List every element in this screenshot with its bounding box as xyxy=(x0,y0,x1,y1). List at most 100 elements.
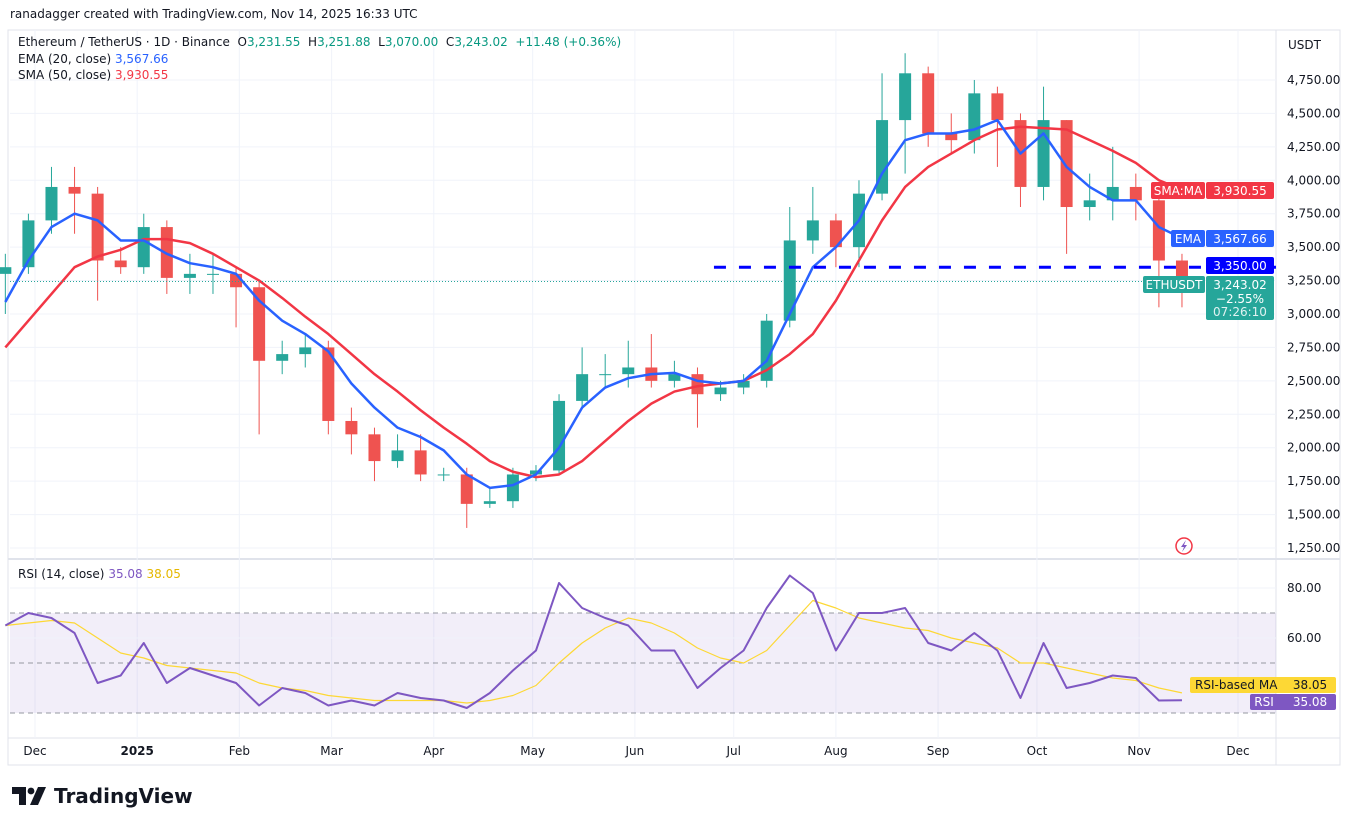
candle-body xyxy=(829,220,842,248)
candle xyxy=(183,253,196,294)
candle-body xyxy=(1152,200,1165,261)
candle-body xyxy=(1129,186,1142,201)
candle-body xyxy=(553,400,566,471)
candle-body xyxy=(945,133,958,141)
change-value: +11.48 (+0.36%) xyxy=(515,35,622,49)
candle-body xyxy=(1106,186,1119,201)
candle-body xyxy=(460,474,473,504)
candle-body xyxy=(253,287,266,361)
open-label: O xyxy=(237,35,247,49)
ema-tag-box xyxy=(1206,230,1274,247)
candle-body xyxy=(137,227,150,268)
candle-body xyxy=(368,434,381,462)
price-tick-label: 4,750.00 xyxy=(1287,73,1340,87)
tradingview-logo-text: TradingView xyxy=(54,784,193,808)
tradingview-logo-icon xyxy=(12,787,46,805)
candle xyxy=(1106,146,1119,221)
sma-tag: 3,930.55 SMA:MA xyxy=(1151,182,1274,199)
candle-body xyxy=(599,374,612,376)
rsi-ma-line xyxy=(5,599,1183,704)
ema-label: EMA (20, close) xyxy=(18,51,112,66)
candle-body xyxy=(691,374,704,395)
candle-body xyxy=(1060,120,1073,208)
candle xyxy=(206,253,219,294)
candle xyxy=(553,394,566,475)
candle xyxy=(760,313,773,388)
candle xyxy=(483,487,496,508)
price-tag-box xyxy=(1206,276,1274,320)
high-value: 3,251.88 xyxy=(317,35,371,49)
sma-tag-name-box xyxy=(1151,182,1205,199)
price-tick-label: 3,250.00 xyxy=(1287,274,1340,288)
symbol-title[interactable]: Ethereum / TetherUS · 1D · Binance xyxy=(18,35,230,49)
price-tick-label: 1,500.00 xyxy=(1287,508,1340,522)
ema-tag: 3,567.66 EMA xyxy=(1171,230,1274,247)
candle xyxy=(645,334,658,388)
candle xyxy=(253,280,266,435)
price-tick-label: 2,250.00 xyxy=(1287,407,1340,421)
sma-tag-value: 3,930.55 xyxy=(1213,184,1266,198)
tradingview-logo[interactable]: TradingView xyxy=(12,784,193,808)
candle xyxy=(276,340,289,375)
high-label: H xyxy=(308,35,318,49)
rsi-legend[interactable]: RSI (14, close) 35.08 38.05 xyxy=(18,567,181,581)
candle xyxy=(460,467,473,528)
rsi-ma-tag-value: 38.05 xyxy=(1293,678,1327,692)
candle xyxy=(691,367,704,428)
level-tag-value: 3,350.00 xyxy=(1213,259,1266,273)
candle-body xyxy=(68,186,81,194)
sma-tag-name: SMA:MA xyxy=(1154,184,1203,198)
low-label: L xyxy=(378,35,385,49)
time-tick-label: Sep xyxy=(927,744,950,758)
candle xyxy=(414,434,427,482)
ema-legend-row[interactable]: EMA (20, close) 3,567.66 xyxy=(18,51,621,68)
price-tag-name: ETHUSDT xyxy=(1146,278,1204,292)
candle xyxy=(230,267,243,328)
price-tick-label: 4,500.00 xyxy=(1287,106,1340,120)
chart-credit: ranadagger created with TradingView.com,… xyxy=(10,7,418,21)
time-tick-label: Jun xyxy=(624,744,644,758)
ema-line xyxy=(4,118,1183,490)
candle-body xyxy=(991,93,1004,121)
candle-body xyxy=(183,273,196,278)
candle xyxy=(1037,86,1050,201)
candle-body xyxy=(529,470,542,475)
candle-body xyxy=(968,93,981,141)
chart-frame xyxy=(7,29,1341,766)
lightning-icon-circle xyxy=(1175,537,1193,555)
candle xyxy=(668,360,681,388)
candle-body xyxy=(345,420,358,435)
candle xyxy=(345,407,358,455)
candle xyxy=(506,467,519,508)
candle xyxy=(1060,120,1073,254)
rsi-ma-tag-box xyxy=(1190,677,1336,693)
candle-body xyxy=(276,354,289,361)
candle-body xyxy=(299,347,312,355)
close-label: C xyxy=(445,35,455,49)
sma-line xyxy=(4,125,1183,479)
sma-label: SMA (50, close) xyxy=(18,68,112,82)
price-tick-label: 4,000.00 xyxy=(1287,173,1340,187)
price-tick-label: 3,750.00 xyxy=(1287,207,1340,221)
price-tick-label: 1,750.00 xyxy=(1287,474,1340,488)
candle-body xyxy=(414,450,427,475)
rsi-label: RSI (14, close) xyxy=(18,567,105,581)
candle xyxy=(160,220,173,294)
main-legend: Ethereum / TetherUS · 1D · Binance O3,23… xyxy=(18,34,621,84)
lightning-icon-bolt xyxy=(1181,540,1187,552)
lightning-icon xyxy=(1175,537,1193,555)
ema-tag-value: 3,567.66 xyxy=(1213,232,1266,246)
candle-body xyxy=(91,193,104,261)
candle-body xyxy=(206,273,219,275)
rsi-tag-value: 35.08 xyxy=(1293,695,1327,709)
time-tick-label: Dec xyxy=(23,744,46,758)
candle-body xyxy=(1037,120,1050,187)
candle xyxy=(45,166,58,234)
candle-body xyxy=(506,474,519,502)
candle-body xyxy=(576,374,589,401)
price-tick-label: 3,500.00 xyxy=(1287,240,1340,254)
sma-legend-row[interactable]: SMA (50, close) 3,930.55 xyxy=(18,67,621,84)
symbol-ohlc-row: Ethereum / TetherUS · 1D · Binance O3,23… xyxy=(18,34,621,51)
rsi-tag: RSI 35.08 xyxy=(1250,694,1336,710)
